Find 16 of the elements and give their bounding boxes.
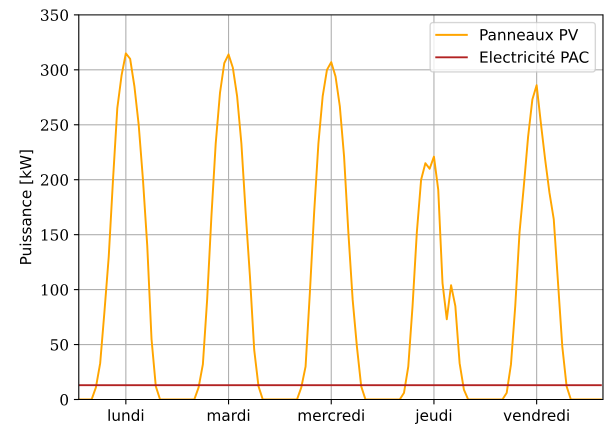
y-tick-label: 250 <box>40 119 68 131</box>
x-tick-label: mardi <box>208 409 250 422</box>
x-tick-label: vendredi <box>504 409 569 422</box>
y-axis-title: Puissance [kW] <box>20 150 34 264</box>
y-tick-label: 150 <box>42 229 68 241</box>
y-tick-label: 50 <box>50 339 68 351</box>
y-tick-label: 100 <box>42 284 68 296</box>
legend-label: Panneaux PV <box>480 29 578 40</box>
y-tick-label: 350 <box>41 9 68 21</box>
x-tick-label: jeudi <box>415 409 452 424</box>
x-tick-label: lundi <box>108 409 144 422</box>
y-tick-label: 300 <box>41 64 68 76</box>
legend-label: Electricité PAC <box>480 50 588 63</box>
x-tick-label: mercredi <box>298 409 364 422</box>
y-tick-label: 0 <box>60 394 68 406</box>
y-tick-label: 200 <box>40 174 68 186</box>
